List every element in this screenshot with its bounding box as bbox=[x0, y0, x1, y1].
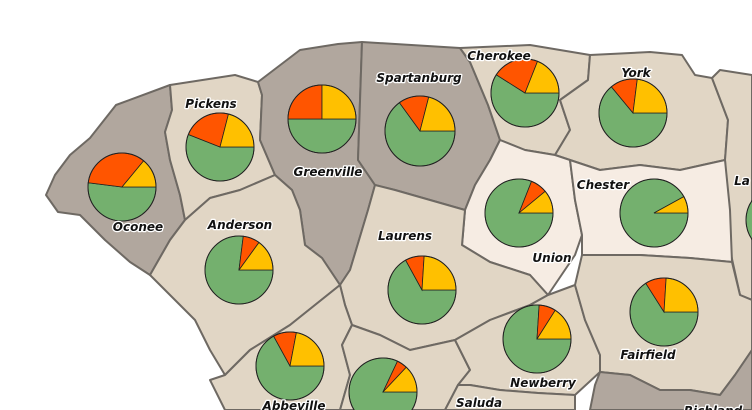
pie-abbeville[interactable] bbox=[255, 331, 325, 401]
pie-pickens[interactable] bbox=[185, 112, 255, 182]
pie-outline-cherokee bbox=[490, 58, 560, 128]
pie-outline-greenwood bbox=[348, 357, 418, 410]
pie-outline-pickens bbox=[185, 112, 255, 182]
pie-york[interactable] bbox=[598, 78, 668, 148]
county-label-spartanburg: Spartanburg bbox=[376, 71, 462, 85]
county-label-york: York bbox=[621, 66, 651, 80]
pie-outline-greenville bbox=[287, 84, 357, 154]
county-label-oconee: Oconee bbox=[113, 220, 163, 234]
county-label-lancaster: La bbox=[734, 174, 750, 188]
county-richland[interactable] bbox=[589, 349, 752, 410]
pie-spartanburg[interactable] bbox=[384, 95, 456, 167]
county-label-chester: Chester bbox=[577, 178, 631, 192]
label-layer: Oconee Pickens Greenville Spartanburg Cherok… bbox=[112, 48, 752, 410]
pie-cherokee[interactable] bbox=[490, 58, 560, 128]
pie-lancaster[interactable] bbox=[745, 186, 752, 254]
county-saluda[interactable] bbox=[444, 384, 576, 410]
pie-union[interactable] bbox=[484, 178, 554, 248]
pie-greenwood[interactable] bbox=[348, 357, 418, 410]
county-label-greenville: Greenville bbox=[294, 165, 363, 179]
county-label-union: Union bbox=[532, 251, 571, 265]
pie-anderson[interactable] bbox=[204, 235, 274, 305]
county-label-fairfield: Fairfield bbox=[620, 348, 676, 362]
county-label-anderson: Anderson bbox=[207, 218, 272, 232]
county-label-richland: Richland bbox=[684, 404, 743, 410]
pie-outline-anderson bbox=[204, 235, 274, 305]
pie-outline-laurens bbox=[387, 255, 457, 325]
pie-laurens[interactable] bbox=[387, 255, 457, 325]
pie-oconee[interactable] bbox=[87, 152, 157, 222]
pie-outline-newberry bbox=[502, 304, 572, 374]
pie-outline-abbeville bbox=[255, 331, 325, 401]
pie-outline-spartanburg bbox=[384, 95, 456, 167]
pie-outline-lancaster bbox=[745, 199, 752, 241]
county-label-saluda: Saluda bbox=[456, 396, 502, 410]
pie-outline-union bbox=[484, 178, 554, 248]
pie-outline-fairfield bbox=[629, 277, 699, 347]
pie-layer bbox=[87, 58, 752, 410]
county-label-abbeville: Abbeville bbox=[262, 399, 326, 410]
pie-chester[interactable] bbox=[619, 178, 689, 248]
county-label-cherokee: Cherokee bbox=[467, 49, 530, 63]
county-label-laurens: Laurens bbox=[378, 229, 432, 243]
county-label-pickens: Pickens bbox=[185, 97, 236, 111]
pie-greenville[interactable] bbox=[287, 84, 357, 154]
county-label-newberry: Newberry bbox=[510, 376, 577, 390]
pie-outline-york bbox=[598, 78, 668, 148]
pie-newberry[interactable] bbox=[502, 304, 572, 374]
pie-outline-chester bbox=[619, 178, 689, 248]
pie-outline-oconee bbox=[87, 152, 157, 222]
pie-fairfield[interactable] bbox=[629, 277, 699, 347]
